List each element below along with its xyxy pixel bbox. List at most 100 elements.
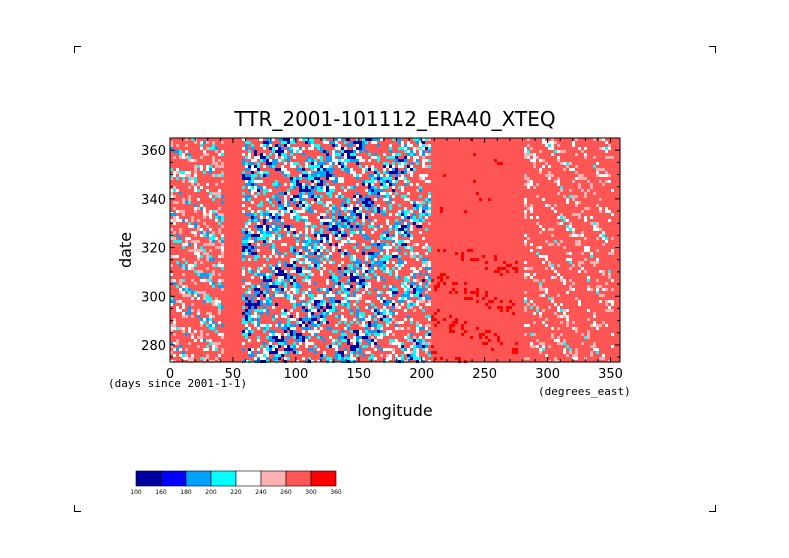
heatmap-cell (209, 327, 212, 330)
heatmap-cell (257, 291, 260, 294)
heatmap-cell (350, 345, 353, 348)
heatmap-cell (215, 357, 218, 360)
heatmap-cell (341, 303, 344, 306)
heatmap-cell (344, 198, 347, 201)
heatmap-cell (431, 351, 434, 354)
heatmap-cell (212, 198, 215, 201)
heatmap-cell (257, 180, 260, 183)
heatmap-cell (275, 249, 278, 252)
heatmap-cell (428, 297, 431, 300)
heatmap-cell (257, 219, 260, 222)
heatmap-cell (191, 249, 194, 252)
heatmap-cell (170, 237, 173, 240)
heatmap-cell (269, 144, 272, 147)
heatmap-cell (581, 261, 584, 264)
heatmap-cell (365, 216, 368, 219)
heatmap-cell (275, 162, 278, 165)
heatmap-cell (413, 291, 416, 294)
heatmap-cell (485, 267, 488, 270)
heatmap-cell (458, 357, 461, 360)
heatmap-cell (284, 198, 287, 201)
heatmap-cell (362, 171, 365, 174)
heatmap-cell (173, 348, 176, 351)
heatmap-cell (530, 306, 533, 309)
heatmap-cell (272, 333, 275, 336)
heatmap-cell (503, 261, 506, 264)
heatmap-cell (254, 252, 257, 255)
heatmap-cell (320, 336, 323, 339)
heatmap-cell (557, 327, 560, 330)
heatmap-cell (173, 354, 176, 357)
heatmap-cell (362, 222, 365, 225)
heatmap-cell (425, 165, 428, 168)
heatmap-cell (314, 264, 317, 267)
heatmap-cell (596, 348, 599, 351)
heatmap-cell (194, 243, 197, 246)
heatmap-cell (380, 243, 383, 246)
heatmap-cell (212, 342, 215, 345)
heatmap-cell (206, 243, 209, 246)
heatmap-cell (368, 255, 371, 258)
heatmap-cell (395, 273, 398, 276)
heatmap-cell (191, 267, 194, 270)
heatmap-cell (200, 156, 203, 159)
heatmap-cell (299, 273, 302, 276)
heatmap-cell (176, 306, 179, 309)
heatmap-cell (209, 318, 212, 321)
heatmap-cell (386, 222, 389, 225)
heatmap-cell (356, 321, 359, 324)
heatmap-cell (332, 177, 335, 180)
heatmap-cell (401, 144, 404, 147)
heatmap-cell (329, 237, 332, 240)
heatmap-cell (386, 171, 389, 174)
heatmap-cell (395, 339, 398, 342)
heatmap-cell (320, 354, 323, 357)
heatmap-cell (266, 327, 269, 330)
heatmap-cell (389, 354, 392, 357)
heatmap-cell (599, 210, 602, 213)
heatmap-cell (404, 243, 407, 246)
heatmap-cell (278, 321, 281, 324)
heatmap-cell (341, 216, 344, 219)
heatmap-cell (368, 153, 371, 156)
heatmap-cell (455, 291, 458, 294)
heatmap-cell (374, 324, 377, 327)
heatmap-cell (296, 270, 299, 273)
heatmap-cell (347, 357, 350, 360)
heatmap-cell (275, 273, 278, 276)
heatmap-cell (254, 189, 257, 192)
heatmap-cell (290, 258, 293, 261)
heatmap-cell (287, 348, 290, 351)
heatmap-cell (491, 348, 494, 351)
heatmap-cell (266, 156, 269, 159)
heatmap-cell (551, 264, 554, 267)
heatmap-cell (308, 267, 311, 270)
heatmap-cell (278, 357, 281, 360)
heatmap-cell (218, 195, 221, 198)
heatmap-cell (332, 345, 335, 348)
heatmap-cell (314, 246, 317, 249)
heatmap-cell (320, 228, 323, 231)
heatmap-cell (434, 324, 437, 327)
heatmap-cell (383, 165, 386, 168)
heatmap-cell (293, 330, 296, 333)
heatmap-cell (548, 297, 551, 300)
heatmap-cell (293, 210, 296, 213)
heatmap-cell (602, 243, 605, 246)
heatmap-cell (365, 183, 368, 186)
heatmap-cell (293, 180, 296, 183)
heatmap-cell (386, 312, 389, 315)
heatmap-cell (383, 234, 386, 237)
heatmap-cell (428, 324, 431, 327)
heatmap-cell (383, 210, 386, 213)
heatmap-cell (383, 312, 386, 315)
heatmap-cell (194, 177, 197, 180)
heatmap-cell (281, 156, 284, 159)
heatmap-cell (341, 153, 344, 156)
heatmap-cell (548, 243, 551, 246)
heatmap-cell (305, 291, 308, 294)
heatmap-cell (263, 273, 266, 276)
heatmap-cell (365, 351, 368, 354)
heatmap-cell (545, 162, 548, 165)
heatmap-cell (398, 186, 401, 189)
